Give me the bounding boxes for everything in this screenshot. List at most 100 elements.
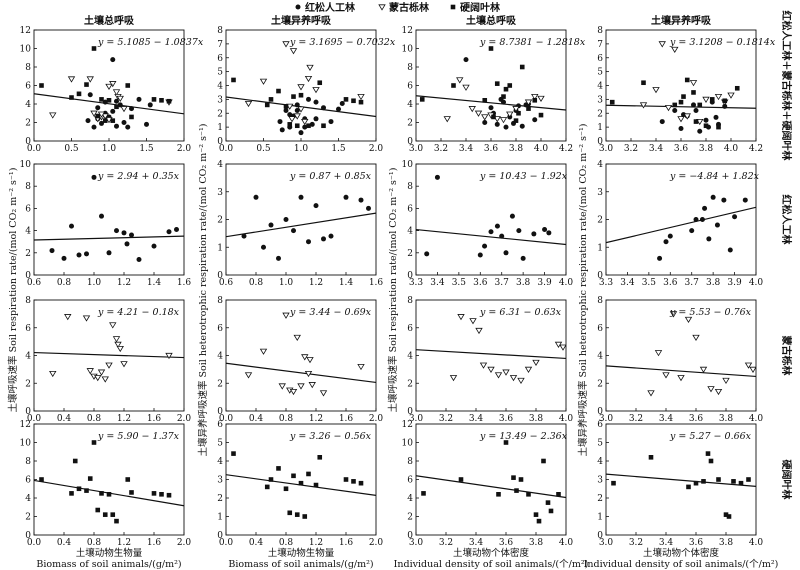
data-point [482,243,488,249]
regression-equation: y = 5.27 − 0.66x [669,431,752,442]
data-point [282,41,290,48]
x-tick-label: 0.8 [57,278,72,288]
data-point [503,250,509,256]
regression-equation: y = 13.49 − 2.36x [479,431,568,442]
y-tick-label: 5 [217,68,223,78]
regression-line [416,95,566,111]
y-tick-label: 12 [20,26,31,36]
y-tick-label: 2 [25,119,31,129]
y-tick-label: 6 [597,324,603,334]
x-tick-label: 3.8 [706,278,721,288]
y-tick-label: 3 [217,188,223,198]
scatter-panel: 0.6 0.8 1.0 1.2 1.4 1.6 0 1 2 3 4 y = 0.87 + 0.85x [217,160,383,288]
data-point [506,111,514,118]
data-point [67,76,76,83]
data-point [114,341,122,348]
data-point [147,102,153,108]
data-point [159,492,164,497]
data-point [481,114,489,121]
data-point [95,113,101,119]
x-tick-label: 1.0 [294,144,309,154]
x-tick-label: 3.9 [537,278,552,288]
data-point [85,118,91,124]
data-point [686,484,691,490]
data-point [91,124,97,130]
y-tick-label: 6 [25,324,31,334]
data-point [541,458,546,464]
x-tick-label: 3.4 [620,278,635,288]
data-point [114,98,119,104]
data-point [672,102,678,108]
data-point [722,103,728,109]
regression-line [606,365,756,378]
y-tick-label: 4 [25,100,31,110]
y-tick-label: 2 [217,379,223,389]
data-point [343,97,349,102]
data-point [424,251,430,257]
regression-equation: y = 3.44 − 0.69x [289,307,372,318]
y-tick-label: 5 [597,439,603,449]
data-point [479,362,488,369]
data-point [174,226,179,232]
y-tick-label: 0 [597,137,603,147]
y-tick-label: 10 [402,160,414,170]
data-point [297,84,305,91]
data-point [699,366,708,373]
x-tick-label: 3.8 [719,538,734,548]
regression-equation: y = 3.1695 − 0.7032x [289,37,396,48]
data-point [114,228,119,234]
scatter-panel: 3.0 3.2 3.4 3.6 3.8 4.0 4.2 0 1 2 3 4 5 6 7 8 y = 3.1208… [597,26,776,154]
column-title: 土壤异养呼吸 [271,14,332,27]
x-tick-label: 0.4 [57,414,72,424]
scatter-panel: 3.0 3.2 3.4 3.6 3.8 4.0 0 2 4 6 8 y = 5.53 − 0.76x [597,296,763,424]
scatter-panel: 3.0 3.2 3.4 3.6 3.8 4.0 4.2 0 2 4 6 8 10 12 y = 8.7381… [402,26,586,154]
data-point [121,230,127,236]
y-tick-label: 0 [25,137,31,147]
data-point [693,119,699,124]
data-point [301,354,309,361]
regression-line [416,228,566,246]
y-tick-label: 4 [597,457,603,467]
x-tick-label: 4.0 [749,538,764,548]
data-point [294,102,300,108]
y-tick-label: 2 [217,216,223,226]
data-point [105,362,113,369]
x-tick-label: 4.0 [559,538,574,548]
plot-area [416,46,566,130]
data-point [731,479,736,484]
data-point [677,116,685,123]
data-point [611,480,616,486]
legend: 红松人工林 蒙古栎林 硬阔叶林 [295,1,501,14]
y-tick-label: 0 [217,137,223,147]
data-point [259,78,268,85]
x-tick-label: 3.8 [509,144,524,154]
data-point [339,101,345,107]
y-tick-label: 1 [217,513,223,523]
data-point [109,322,117,329]
y-axis-label-right: 土壤异养呼吸速率 Soil heterotrophic respiration … [577,124,589,457]
y-tick-label: 8 [25,63,31,73]
x-tick-label: 1.6 [339,414,354,424]
y-tick-label: 4 [25,352,31,362]
data-point [512,106,520,113]
y-tick-label: 0 [407,407,413,417]
data-point [87,92,93,98]
data-point [264,484,270,490]
plot-area [606,194,756,261]
x-tick-label: 3.6 [484,144,499,154]
data-point [503,86,509,92]
data-point [84,251,89,257]
x-tick-label: 3.8 [516,278,531,288]
data-point [681,94,686,99]
y-tick-label: 6 [25,82,31,92]
data-point [313,203,319,209]
data-point [90,110,98,117]
data-point [742,197,748,203]
data-point [533,512,539,517]
y-tick-label: 6 [407,82,413,92]
data-point [151,243,157,249]
x-tick-label: 3.6 [473,278,488,288]
data-point [526,492,531,497]
x-tick-label: 1.6 [147,414,162,424]
data-point [241,233,247,239]
